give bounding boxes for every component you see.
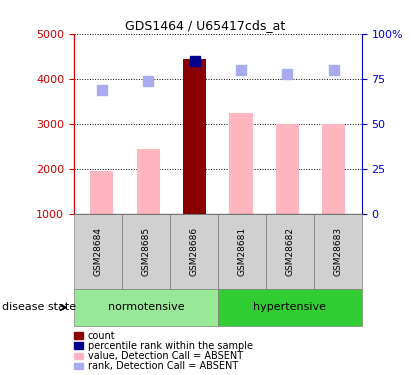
Point xyxy=(238,67,244,73)
Text: value, Detection Call = ABSENT: value, Detection Call = ABSENT xyxy=(88,351,243,361)
Text: GSM28681: GSM28681 xyxy=(237,226,246,276)
Text: GSM28683: GSM28683 xyxy=(333,226,342,276)
Text: GSM28682: GSM28682 xyxy=(285,227,294,276)
Text: normotensive: normotensive xyxy=(108,303,184,312)
Text: percentile rank within the sample: percentile rank within the sample xyxy=(88,341,253,351)
Text: rank, Detection Call = ABSENT: rank, Detection Call = ABSENT xyxy=(88,361,238,371)
Bar xyxy=(229,112,253,214)
Point xyxy=(330,67,337,73)
Bar xyxy=(322,124,345,214)
Bar xyxy=(183,58,206,214)
Point xyxy=(284,71,291,77)
Bar xyxy=(136,148,160,214)
Bar xyxy=(90,171,113,214)
Text: GSM28685: GSM28685 xyxy=(141,226,150,276)
Point xyxy=(145,78,152,84)
Point xyxy=(192,58,198,64)
Text: disease state: disease state xyxy=(2,303,76,312)
Bar xyxy=(276,124,299,214)
Text: hypertensive: hypertensive xyxy=(253,303,326,312)
Point xyxy=(99,87,105,93)
Text: GDS1464 / U65417cds_at: GDS1464 / U65417cds_at xyxy=(125,19,286,32)
Text: GSM28686: GSM28686 xyxy=(189,226,199,276)
Text: count: count xyxy=(88,331,115,340)
Text: GSM28684: GSM28684 xyxy=(93,227,102,276)
